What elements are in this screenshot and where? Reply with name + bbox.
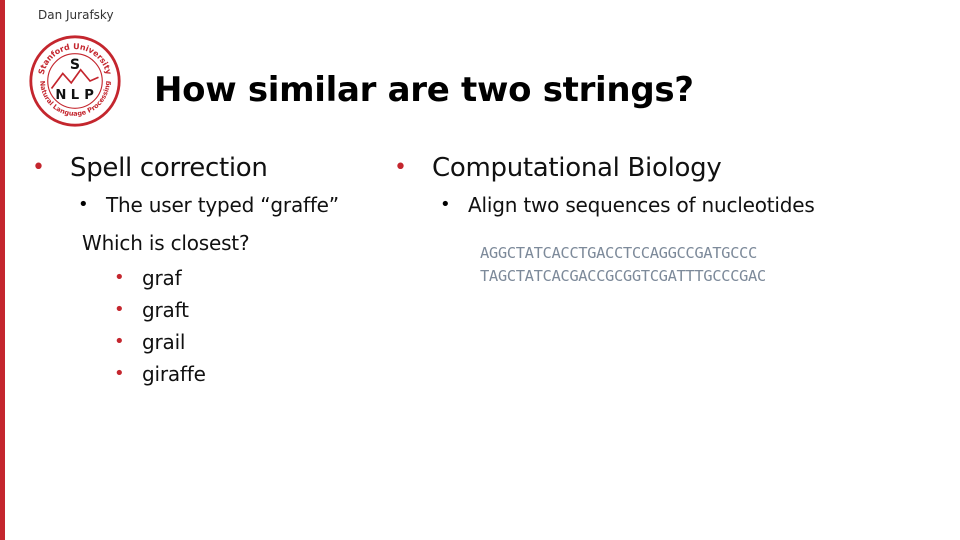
computational-biology-heading: Computational Biology: [432, 153, 722, 183]
candidate-item: • grail: [30, 326, 370, 358]
bullet-dot-icon: •: [32, 155, 45, 180]
logo-letter-l: L: [71, 88, 80, 103]
candidate-word: graft: [142, 298, 189, 322]
candidate-item: • graft: [30, 294, 370, 326]
bullet-dot-icon: •: [78, 194, 89, 215]
author-name: Dan Jurafsky: [38, 8, 114, 22]
slide-title: How similar are two strings?: [154, 70, 694, 110]
bullet-dot-icon: •: [394, 155, 407, 180]
sequence-line: AGGCTATCACCTGACCTCCAGGCCGATGCCC: [480, 244, 757, 262]
computational-biology-column: • Computational Biology • Align two sequ…: [392, 150, 932, 288]
bullet-dot-icon: •: [114, 299, 125, 320]
candidate-list: • graf • graft • grail • giraffe: [30, 262, 370, 390]
spell-correction-bullet: • Spell correction: [30, 150, 370, 186]
candidate-item: • graf: [30, 262, 370, 294]
bullet-dot-icon: •: [114, 267, 125, 288]
nucleotide-sequences: AGGCTATCACCTGACCTCCAGGCCGATGCCC TAGCTATC…: [480, 242, 932, 288]
bullet-dot-icon: •: [114, 363, 125, 384]
user-typed-bullet: • The user typed “graffe”: [30, 190, 370, 220]
computational-biology-bullet: • Computational Biology: [392, 150, 932, 186]
candidate-word: graf: [142, 266, 182, 290]
stanford-nlp-logo-icon: Stanford University Natural Language Pro…: [29, 35, 121, 127]
candidate-item: • giraffe: [30, 358, 370, 390]
logo-letter-s: S: [70, 57, 80, 73]
spell-correction-heading: Spell correction: [70, 153, 268, 183]
candidate-word: giraffe: [142, 362, 206, 386]
bullet-dot-icon: •: [114, 331, 125, 352]
logo-letter-p: P: [84, 88, 94, 103]
bullet-dot-icon: •: [440, 194, 451, 215]
spell-correction-column: • Spell correction • The user typed “gra…: [30, 150, 370, 390]
align-sequences-bullet: • Align two sequences of nucleotides: [392, 190, 932, 220]
candidate-word: grail: [142, 330, 186, 354]
align-sequences-text: Align two sequences of nucleotides: [468, 193, 815, 217]
sequence-line: TAGCTATCACGACCGCGGTCGATTTGCCCGAC: [480, 267, 766, 285]
logo-letter-n: N: [55, 88, 66, 103]
closest-question: Which is closest?: [82, 231, 250, 255]
slide-left-accent-bar: [0, 0, 5, 540]
user-typed-text: The user typed “graffe”: [106, 193, 339, 217]
